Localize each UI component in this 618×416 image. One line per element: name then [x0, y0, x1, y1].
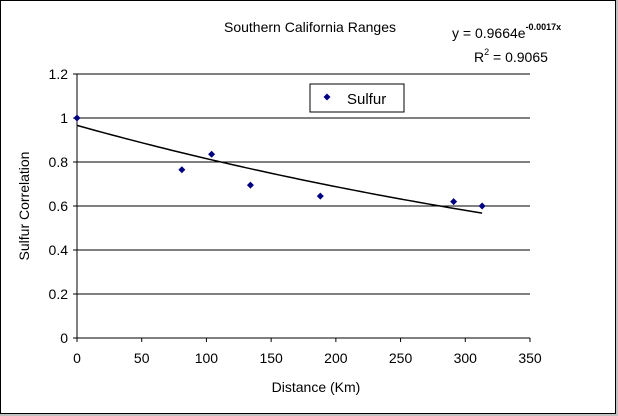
- x-tick-label: 50: [134, 350, 150, 366]
- grid-lines: [77, 73, 530, 295]
- r-squared-sup: 2: [484, 47, 489, 57]
- x-tick-label: 100: [195, 350, 219, 366]
- x-tick-label: 250: [389, 350, 413, 366]
- x-tick-label: 350: [518, 350, 542, 366]
- data-point-sulfur: [450, 198, 458, 206]
- plot-area: 0 50 100 150 200 250 300 350 0 0.2 0.4 0.6 0.8 1 1.2: [49, 66, 542, 366]
- chart-title: Southern California Ranges: [224, 19, 396, 35]
- legend-label-sulfur: Sulfur: [347, 91, 386, 108]
- data-point-sulfur: [478, 202, 486, 210]
- r-squared-value: = 0.9065: [489, 49, 548, 65]
- data-point-sulfur: [178, 166, 186, 174]
- y-tick-label: 1.2: [49, 66, 69, 82]
- x-tick-label: 0: [73, 350, 81, 366]
- data-point-sulfur: [73, 114, 81, 122]
- data-point-sulfur: [316, 192, 324, 200]
- legend: Sulfur: [309, 83, 405, 113]
- y-tick-label: 1: [60, 110, 68, 126]
- legend-marker-sulfur: [323, 93, 331, 101]
- data-point-sulfur: [246, 181, 254, 189]
- trendline: [76, 124, 483, 214]
- y-tick-label: 0.2: [49, 286, 69, 302]
- r-squared-r: R: [474, 49, 484, 65]
- x-axis-label: Distance (Km): [272, 379, 361, 395]
- equation-prefix: y = 0.9664e: [452, 25, 526, 41]
- x-tick-label: 200: [324, 350, 348, 366]
- y-axis-label: Sulfur Correlation: [16, 152, 32, 261]
- r-squared-label: R2 = 0.9065: [474, 47, 548, 65]
- y-tick-label: 0.8: [49, 154, 69, 170]
- trendline-equation: y = 0.9664e-0.0017x: [452, 22, 561, 41]
- data-point-sulfur: [208, 150, 216, 158]
- y-axis-ticks: 0 0.2 0.4 0.6 0.8 1 1.2: [49, 66, 77, 346]
- data-markers: [73, 114, 486, 210]
- x-tick-label: 150: [259, 350, 283, 366]
- x-tick-label: 300: [454, 350, 478, 366]
- equation-exponent: -0.0017x: [526, 22, 562, 32]
- y-tick-label: 0.6: [49, 198, 69, 214]
- y-tick-label: 0.4: [49, 242, 69, 258]
- x-axis-ticks: 0 50 100 150 200 250 300 350: [73, 338, 542, 366]
- y-tick-label: 0: [60, 330, 68, 346]
